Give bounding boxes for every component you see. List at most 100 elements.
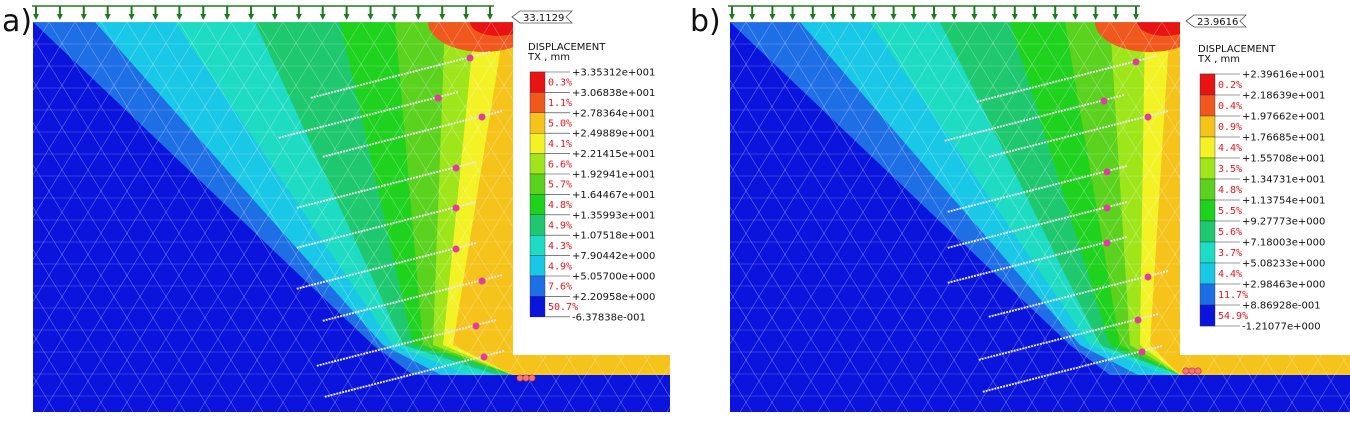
anchor-block xyxy=(516,374,536,382)
legend-percent: 0.2% xyxy=(1218,80,1242,91)
legend-swatch xyxy=(529,92,546,114)
anchor-tendon xyxy=(977,313,1159,361)
legend-percent: 4.9% xyxy=(548,261,572,272)
legend-swatch xyxy=(1199,157,1216,180)
panel-label: b) xyxy=(690,4,721,39)
down-arrow-icon xyxy=(33,14,39,20)
flag-shape xyxy=(511,10,573,24)
anchor-tendon xyxy=(946,201,1128,249)
anchor-tendon xyxy=(277,91,459,139)
legend-subtitle: TX , mm xyxy=(1197,54,1240,65)
anchor-block xyxy=(1182,367,1202,375)
legend-title: DISPLACEMENT xyxy=(528,42,606,53)
down-arrow-icon xyxy=(128,14,135,20)
circle-marker-icon xyxy=(466,54,474,62)
legend-swatch xyxy=(1199,262,1216,285)
legend-percent: 54.9% xyxy=(1218,311,1248,322)
legend-value: +7.18003e+000 xyxy=(1242,238,1325,249)
legend-percent: 4.8% xyxy=(1218,185,1242,196)
legend-percent: 4.3% xyxy=(548,241,572,252)
down-arrow-icon xyxy=(890,14,897,20)
legend-swatch xyxy=(1199,220,1216,243)
down-arrow-icon xyxy=(910,14,917,20)
circle-marker-icon xyxy=(472,322,480,330)
legend-value: +2.39616e+001 xyxy=(1242,70,1325,81)
panel-a: a) 33.1129 DISPLACEMENT TX , mm +3.35312e+0… xyxy=(2,4,670,412)
legend-value: +1.55708e+001 xyxy=(1242,154,1325,165)
legend-value: +1.76685e+001 xyxy=(1242,133,1325,144)
legend-percent: 3.7% xyxy=(1218,248,1242,259)
legend-swatch xyxy=(529,296,546,317)
down-arrow-icon xyxy=(1112,14,1119,20)
circle-marker-icon xyxy=(1144,113,1152,121)
circle-marker-icon xyxy=(1182,367,1190,375)
legend-swatch xyxy=(529,112,546,134)
down-arrow-icon xyxy=(729,14,735,20)
legend-swatch xyxy=(1199,178,1216,201)
legend-value: +1.64467e+001 xyxy=(572,190,655,201)
legend-subtitle: TX , mm xyxy=(527,52,570,63)
legend-title: DISPLACEMENT xyxy=(1198,44,1276,55)
legend-percent: 0.3% xyxy=(548,78,572,89)
legend-percent: 0.4% xyxy=(1218,101,1242,112)
circle-marker-icon xyxy=(1188,367,1196,375)
legend-value: -1.21077e+000 xyxy=(1242,322,1321,333)
down-arrow-icon xyxy=(152,14,159,20)
surface-load xyxy=(728,5,1140,20)
legend-swatch xyxy=(529,234,546,256)
circle-marker-icon xyxy=(480,353,488,361)
circle-marker-icon xyxy=(478,277,486,285)
down-arrow-icon xyxy=(1092,14,1099,20)
contour-band xyxy=(470,22,526,36)
circle-marker-icon xyxy=(1144,273,1152,281)
circle-marker-icon xyxy=(1100,97,1108,105)
down-arrow-icon xyxy=(1072,14,1079,20)
surface-load xyxy=(32,5,494,20)
legend-value: +1.35993e+001 xyxy=(572,210,655,221)
legend-value: +3.06838e+001 xyxy=(572,88,655,99)
circle-marker-icon xyxy=(434,94,442,102)
down-arrow-icon xyxy=(271,14,278,20)
legend-swatch xyxy=(529,132,546,154)
legend-swatch xyxy=(529,194,546,215)
down-arrow-icon xyxy=(391,14,398,20)
legend-percent: 3.5% xyxy=(1218,164,1242,175)
legend-percent: 11.7% xyxy=(1218,290,1248,301)
anchor-tendon xyxy=(323,350,505,398)
legend-swatch xyxy=(529,214,546,236)
legend-swatch xyxy=(1199,94,1216,117)
circle-marker-icon xyxy=(1138,348,1146,356)
circle-marker-icon xyxy=(1103,239,1111,247)
down-arrow-icon xyxy=(1133,14,1139,20)
down-arrow-icon xyxy=(487,14,493,20)
legend-swatch xyxy=(1199,73,1216,96)
legend-swatch xyxy=(529,275,546,297)
legend-swatch xyxy=(1199,115,1216,138)
legend-value: +2.21415e+001 xyxy=(572,149,655,160)
down-arrow-icon xyxy=(971,14,978,20)
legend-percent: 1.1% xyxy=(548,98,572,109)
legend-percent: 5.6% xyxy=(1218,227,1242,238)
anchor-tendon xyxy=(321,110,503,158)
anchor-tendon xyxy=(975,55,1157,103)
down-arrow-icon xyxy=(56,14,63,20)
circle-marker-icon xyxy=(516,374,524,382)
max-value-label: 33.1129 xyxy=(523,13,564,24)
flag-shape xyxy=(1185,14,1247,28)
ground-anchors xyxy=(277,51,505,398)
circle-marker-icon xyxy=(1103,204,1111,212)
anchor-tendon xyxy=(981,345,1163,393)
legend-swatch xyxy=(529,71,546,93)
down-arrow-icon xyxy=(1011,14,1018,20)
anchor-tendon xyxy=(315,319,497,367)
legend-value: +2.98463e+000 xyxy=(1242,280,1325,291)
legend-value: +5.08233e+000 xyxy=(1242,259,1325,270)
down-arrow-icon xyxy=(991,14,998,20)
legend-value: +1.13754e+001 xyxy=(1242,196,1325,207)
down-arrow-icon xyxy=(367,14,374,20)
circle-marker-icon xyxy=(1103,168,1111,176)
circle-marker-icon xyxy=(452,245,460,253)
down-arrow-icon xyxy=(463,14,470,20)
anchor-tendon xyxy=(295,201,477,249)
